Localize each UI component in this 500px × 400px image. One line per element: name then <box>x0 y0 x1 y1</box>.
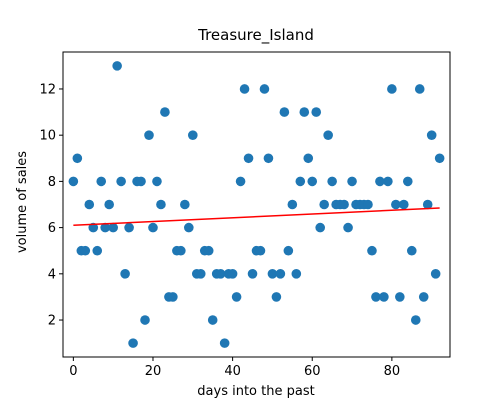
data-point <box>68 176 79 187</box>
data-point <box>120 269 130 279</box>
data-point <box>339 199 349 210</box>
data-point <box>283 245 294 256</box>
plot-frame <box>62 51 451 358</box>
x-tick-label: 20 <box>145 364 162 379</box>
data-point <box>271 292 282 302</box>
data-point <box>124 222 134 233</box>
y-tick-label: 12 <box>39 82 56 97</box>
x-axis-title: days into the past <box>197 384 314 399</box>
data-point <box>434 153 445 164</box>
data-point <box>379 292 389 302</box>
data-point <box>319 199 329 210</box>
data-point <box>128 338 138 348</box>
data-point <box>144 130 154 140</box>
data-point <box>176 245 186 256</box>
y-tick-label: 6 <box>48 221 56 236</box>
data-point <box>259 84 270 94</box>
data-point <box>303 153 314 164</box>
data-point <box>367 245 377 256</box>
x-tick-label: 80 <box>384 364 401 379</box>
x-tick-label: 60 <box>304 364 321 379</box>
data-point <box>112 61 122 71</box>
x-tick-label: 40 <box>224 364 241 379</box>
data-point <box>72 153 83 164</box>
data-point <box>243 153 254 164</box>
data-point <box>247 269 258 279</box>
data-point <box>347 176 357 187</box>
data-point <box>235 176 246 187</box>
data-point <box>371 292 381 302</box>
data-point <box>187 130 198 140</box>
data-point <box>180 199 190 210</box>
data-point <box>402 176 413 187</box>
plot-area <box>68 61 445 348</box>
data-point <box>307 176 318 187</box>
data-point <box>263 153 274 164</box>
data-point <box>267 269 278 279</box>
data-point <box>327 176 337 187</box>
data-point <box>343 222 353 233</box>
data-point <box>363 199 373 210</box>
data-point <box>140 315 150 325</box>
data-point <box>430 269 441 279</box>
data-point <box>104 199 114 210</box>
data-point <box>426 130 437 140</box>
data-point <box>80 245 91 256</box>
data-point <box>418 292 429 302</box>
y-axis-title: volume of sales <box>15 151 30 253</box>
data-point <box>387 84 397 94</box>
data-point <box>395 292 405 302</box>
data-point <box>291 269 302 279</box>
data-point <box>299 107 310 117</box>
data-point <box>207 315 218 325</box>
data-point <box>215 269 226 279</box>
y-tick-label: 10 <box>39 129 56 144</box>
data-point <box>219 338 230 348</box>
data-point <box>399 199 409 210</box>
data-point <box>84 199 95 210</box>
y-tick-label: 8 <box>48 175 56 190</box>
data-point <box>96 176 107 187</box>
data-point <box>414 84 425 94</box>
data-point <box>148 222 158 233</box>
y-tick-label: 4 <box>48 267 56 282</box>
data-point <box>116 176 126 187</box>
data-point <box>406 245 417 256</box>
chart-title: Treasure_Island <box>197 26 314 45</box>
data-point <box>184 222 194 233</box>
data-point <box>315 222 326 233</box>
data-point <box>231 292 242 302</box>
data-point <box>92 245 103 256</box>
y-tick-label: 2 <box>48 314 56 329</box>
data-point <box>160 107 170 117</box>
data-point <box>168 292 178 302</box>
data-point <box>152 176 162 187</box>
data-point <box>255 245 266 256</box>
data-point <box>375 176 385 187</box>
data-point <box>227 269 238 279</box>
data-point <box>203 245 214 256</box>
x-tick-label: 0 <box>69 364 77 379</box>
data-point <box>279 107 290 117</box>
data-point <box>239 84 250 94</box>
data-point <box>391 199 401 210</box>
data-point <box>195 269 206 279</box>
data-point <box>156 199 166 210</box>
data-point <box>311 107 322 117</box>
data-point <box>287 199 298 210</box>
data-point <box>422 199 433 210</box>
data-point <box>410 315 421 325</box>
data-point <box>323 130 333 140</box>
data-point <box>108 222 118 233</box>
data-point <box>383 176 393 187</box>
data-point <box>100 222 111 233</box>
data-point <box>136 176 146 187</box>
trend-line <box>73 207 440 227</box>
data-point <box>275 269 286 279</box>
data-point <box>295 176 306 187</box>
axes: 0 20 40 60 80 2 4 6 8 10 12 <box>39 51 451 379</box>
